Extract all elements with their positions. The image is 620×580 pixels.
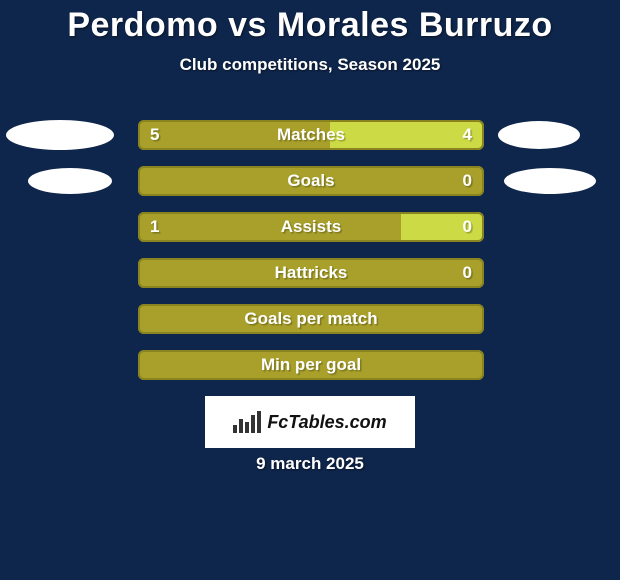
date-label: 9 march 2025 [0,454,620,474]
player2-ellipse [504,168,596,194]
bar-left-fill [138,212,401,242]
player1-ellipse [28,168,112,194]
subtitle: Club competitions, Season 2025 [0,55,620,75]
bar-left-fill [138,166,484,196]
stat-bar [138,258,484,288]
stat-bar [138,212,484,242]
player2-ellipse [498,121,580,149]
stat-row: Goals per match [0,304,620,350]
stat-value-left: 1 [150,212,159,242]
bar-left-fill [138,258,484,288]
stat-value-right: 0 [463,258,472,288]
bars-icon [233,411,261,433]
stat-row: Hattricks0 [0,258,620,304]
stat-value-right: 0 [463,212,472,242]
stat-value-right: 4 [463,120,472,150]
stat-bar [138,120,484,150]
bar-left-fill [138,120,330,150]
stat-value-left: 5 [150,120,159,150]
stat-row: Matches54 [0,120,620,166]
bar-left-fill [138,304,484,334]
player1-name: Perdomo [67,6,218,44]
player2-name: Morales Burruzo [277,6,553,44]
logo-text: FcTables.com [267,412,386,433]
stat-value-right: 0 [463,166,472,196]
page-title: Perdomo vs Morales Burruzo [0,0,620,45]
comparison-infographic: Perdomo vs Morales Burruzo Club competit… [0,0,620,580]
player1-ellipse [6,120,114,150]
stat-rows: Matches54Goals0Assists10Hattricks0Goals … [0,120,620,396]
stat-row: Assists10 [0,212,620,258]
bar-right-fill [330,120,484,150]
stat-row: Min per goal [0,350,620,396]
stat-row: Goals0 [0,166,620,212]
stat-bar [138,166,484,196]
stat-bar [138,350,484,380]
vs-label: vs [228,6,267,44]
fctables-logo: FcTables.com [205,396,415,448]
bar-left-fill [138,350,484,380]
stat-bar [138,304,484,334]
